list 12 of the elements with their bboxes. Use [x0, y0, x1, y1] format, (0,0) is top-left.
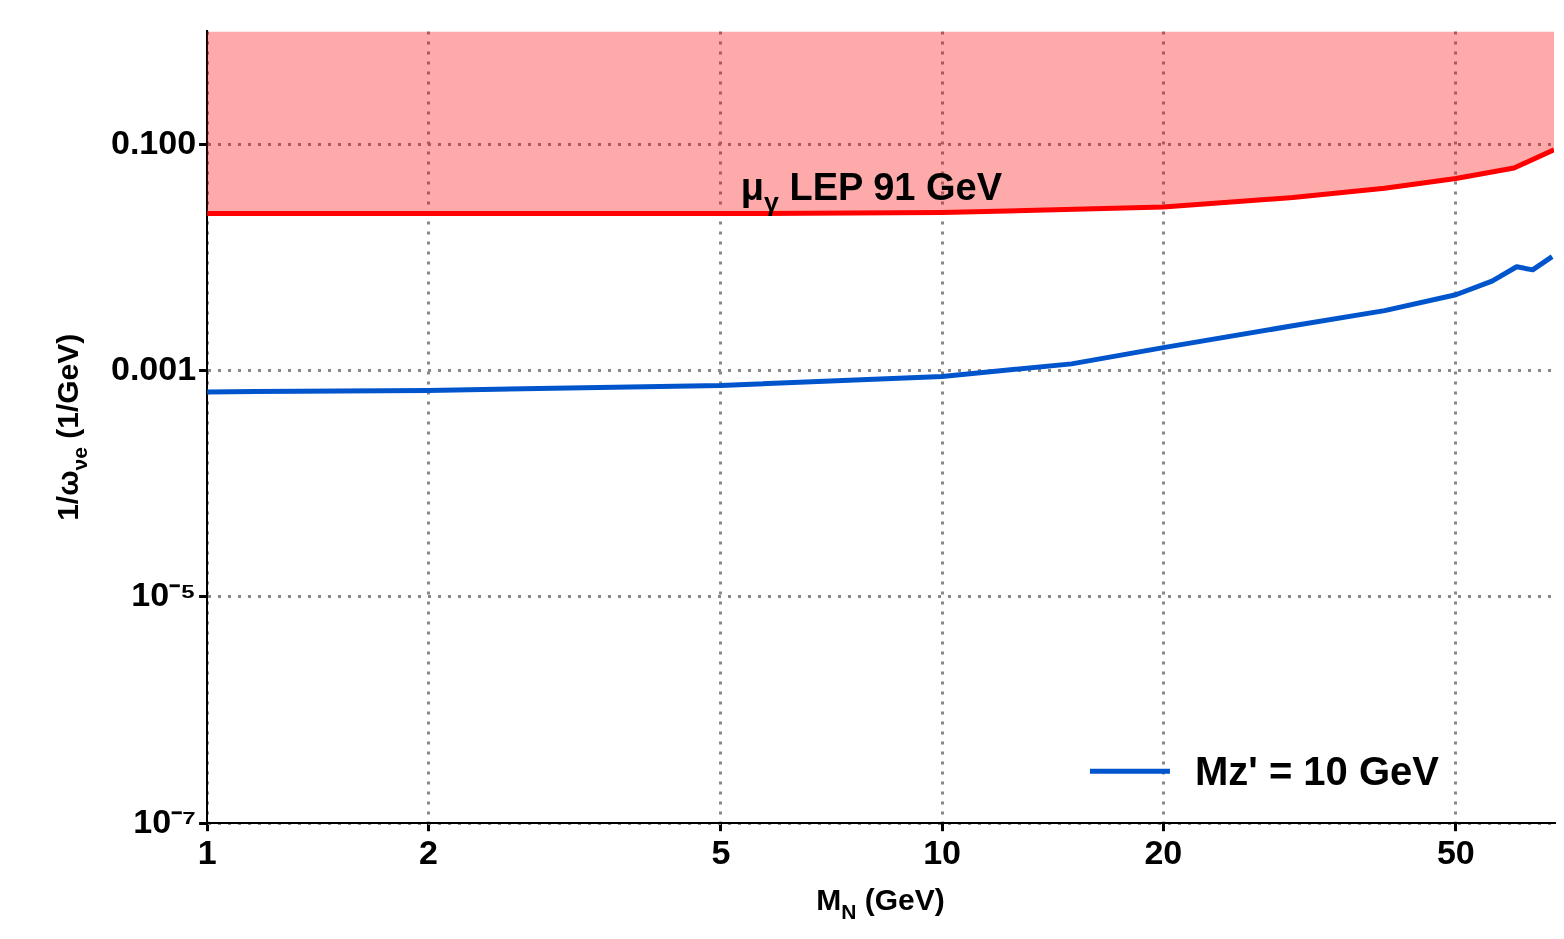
x-tick-label: 50	[1436, 832, 1475, 871]
y-tick-label: 0.001	[110, 349, 197, 388]
y-axis-title: 1/ωνe (1/GeV)	[51, 333, 91, 521]
y-tick-label: 10⁻⁷	[133, 801, 197, 840]
x-tick-label: 20	[1144, 832, 1183, 871]
y-tick-label: 0.100	[110, 122, 197, 161]
x-tick-label: 1	[197, 832, 217, 871]
legend-label: Mz' = 10 GeV	[1194, 749, 1440, 794]
x-tick-label: 10	[923, 832, 962, 871]
y-tick-label: 10⁻⁵	[131, 575, 197, 614]
x-tick-label: 5	[711, 832, 731, 871]
x-tick-label: 2	[418, 832, 438, 871]
